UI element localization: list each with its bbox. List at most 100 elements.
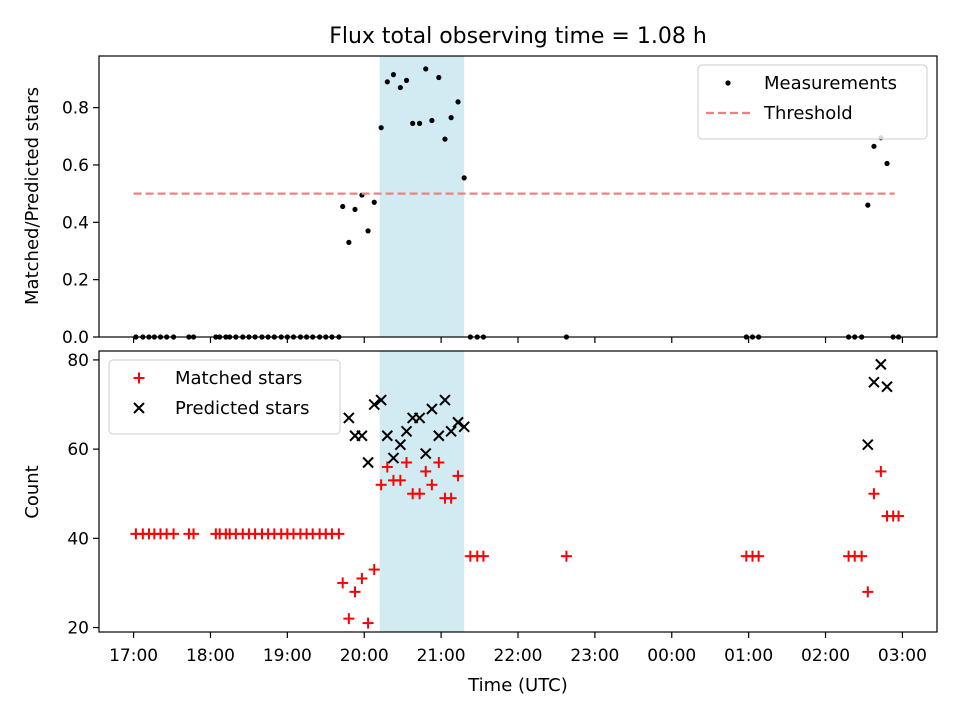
data-point (442, 136, 448, 142)
y-tick-label: 60 (67, 440, 89, 460)
data-point (455, 99, 461, 105)
data-point (426, 403, 438, 415)
legend-label: Measurements (764, 73, 897, 94)
y-tick-label: 80 (67, 351, 89, 371)
data-point (426, 479, 438, 491)
data-point (403, 77, 410, 83)
data-point (875, 358, 887, 371)
data-point (343, 613, 355, 625)
data-point (862, 438, 874, 451)
data-point (865, 202, 871, 208)
data-point (346, 239, 352, 245)
chart-title: Flux total observing time = 1.08 h (329, 24, 707, 49)
data-point (436, 74, 442, 81)
data-point (333, 528, 345, 540)
data-point (340, 203, 346, 210)
data-point (387, 452, 400, 464)
data-point (433, 430, 445, 442)
data-point (416, 120, 423, 126)
y-tick-label: 0.6 (62, 156, 89, 176)
data-point (560, 550, 572, 562)
y-tick-label: 40 (67, 529, 89, 549)
x-tick-label: 01:00 (724, 646, 773, 666)
series-matched-stars (130, 457, 905, 629)
data-point (458, 421, 470, 433)
data-point (401, 457, 413, 469)
legend-handle (133, 372, 145, 384)
top-y-axis-label: Matched/Predicted stars (22, 87, 43, 305)
data-point (445, 492, 457, 504)
legend-box (697, 64, 928, 140)
data-point (856, 550, 868, 562)
x-tick-label: 22:00 (494, 646, 543, 666)
data-point (423, 66, 429, 72)
data-point (893, 510, 905, 522)
legend-label: Threshold (763, 103, 853, 124)
x-tick-label: 02:00 (801, 646, 850, 666)
data-point (352, 206, 358, 213)
x-tick-label: 20:00 (340, 646, 389, 666)
bottom-panel: 20 40 60 80 17:00 18:00 19:00 20:00 21:00 22:00 23… (67, 350, 938, 666)
data-point (362, 456, 374, 469)
data-point (343, 412, 355, 424)
y-tick-label: 0.2 (62, 271, 89, 291)
legend: Matched stars Predicted stars (108, 359, 341, 435)
data-point (875, 465, 887, 477)
data-point (394, 474, 406, 486)
series-predicted-stars (343, 358, 893, 469)
data-point (375, 479, 387, 491)
x-tick-label: 00:00 (647, 646, 696, 666)
legend-handle (133, 402, 145, 414)
x-tick-label: 19:00 (263, 646, 312, 666)
data-point (452, 470, 464, 482)
data-point (371, 199, 377, 205)
data-point (420, 465, 432, 477)
observing-span-highlight (379, 56, 465, 337)
y-tick-label: 0.4 (62, 213, 89, 233)
data-point (413, 412, 426, 424)
data-point (381, 430, 394, 442)
data-point (384, 79, 390, 85)
legend: Measurements Threshold (697, 64, 928, 140)
data-point (381, 461, 393, 473)
x-tick-label: 03:00 (878, 646, 927, 666)
y-tick-label: 0.8 (62, 99, 89, 119)
data-point (439, 394, 451, 406)
x-tick-label: 17:00 (109, 646, 158, 666)
data-point (368, 398, 380, 411)
data-point (420, 447, 432, 460)
y-tick-label: 0.0 (62, 328, 89, 348)
data-point (188, 528, 200, 540)
x-axis-label: Time (UTC) (467, 675, 568, 696)
legend-label: Matched stars (175, 368, 302, 389)
legend-label: Predicted stars (175, 398, 309, 419)
x-tick-label: 23:00 (570, 646, 619, 666)
legend-box (108, 359, 341, 435)
data-point (168, 528, 180, 540)
data-point (884, 160, 890, 167)
data-point (881, 380, 893, 393)
data-point (337, 577, 349, 589)
data-point (452, 416, 464, 429)
data-point (378, 125, 384, 131)
data-point (410, 120, 416, 126)
x-tick-label: 21:00 (417, 646, 466, 666)
y-tick-label: 20 (67, 619, 89, 639)
data-point (356, 572, 368, 584)
data-point (477, 550, 489, 562)
data-point (429, 117, 435, 124)
bottom-y-axis-label: Count (22, 465, 43, 518)
x-tick-label: 18:00 (186, 646, 235, 666)
data-point (394, 438, 407, 451)
legend-handle (725, 80, 731, 86)
data-point (862, 586, 874, 598)
data-point (445, 425, 457, 437)
data-point (375, 394, 387, 406)
data-point (368, 564, 380, 576)
data-point (400, 425, 413, 437)
data-point (356, 430, 368, 442)
observing-span-highlight (379, 351, 465, 632)
data-point (461, 175, 467, 181)
data-point (397, 84, 403, 91)
